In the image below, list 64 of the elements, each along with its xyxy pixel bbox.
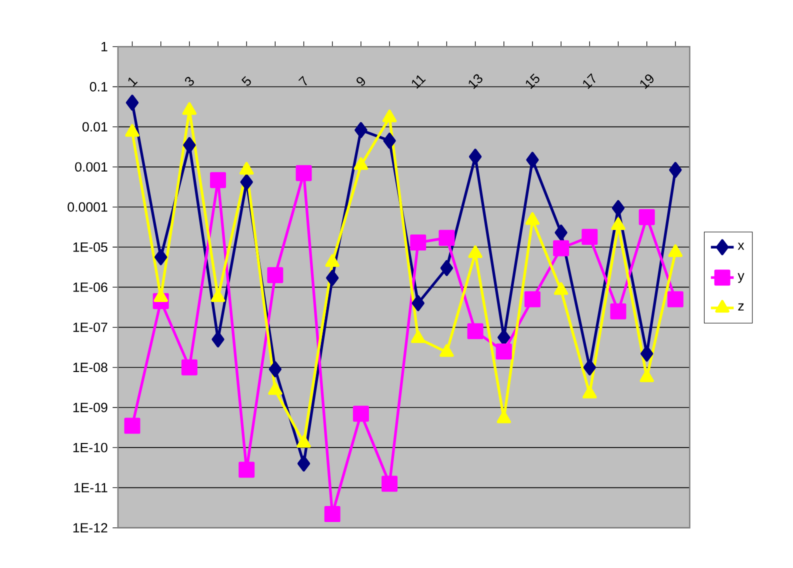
point: [410, 234, 426, 251]
point: [352, 406, 369, 422]
point: [610, 303, 626, 320]
y-tick-label: 1E-09: [73, 402, 108, 412]
y-tick-label: 1E-11: [74, 483, 108, 492]
point: [324, 506, 340, 522]
x-tick-label: 13: [468, 74, 482, 90]
point: [267, 267, 284, 284]
x-tick-label: 17: [583, 73, 596, 90]
y-tick-label: 1E-08: [73, 362, 108, 372]
point: [669, 162, 682, 178]
point: [467, 323, 484, 340]
y-tick-label: 1: [102, 42, 108, 52]
y-tick-label: 0.0001: [68, 202, 108, 212]
point: [554, 224, 568, 241]
point: [354, 122, 368, 138]
y-tick-label: 0.01: [82, 122, 108, 132]
x-tick-label: 7: [298, 76, 307, 86]
point: [468, 148, 482, 165]
point: [496, 344, 512, 360]
x-tick-label: 19: [640, 74, 654, 90]
legend-label: z: [738, 304, 744, 311]
y-tick-label: 0.001: [75, 162, 108, 172]
x-tick-label: 1: [128, 78, 138, 87]
point: [240, 174, 253, 190]
y-tick-label: 0.1: [90, 82, 108, 92]
point: [612, 200, 625, 216]
point: [126, 94, 139, 111]
x-tick-label: 9: [356, 77, 366, 86]
point: [238, 462, 255, 478]
legend-label: y: [738, 273, 744, 283]
y-tick-label: 1E-07: [73, 322, 108, 332]
point: [526, 152, 539, 168]
y-tick-label: 1E-06: [73, 282, 108, 292]
y-tick-label: 1E-05: [73, 242, 108, 252]
point: [268, 361, 282, 378]
legend-label: x: [738, 242, 744, 250]
point: [582, 229, 598, 246]
point: [326, 270, 339, 286]
point: [296, 165, 312, 182]
x-tick-label: 3: [185, 77, 194, 86]
point: [524, 291, 540, 308]
point: [210, 172, 226, 188]
point: [440, 260, 454, 276]
point: [412, 295, 424, 312]
point: [382, 476, 398, 492]
point: [183, 137, 196, 154]
y-tick-label: 1E-12: [73, 523, 108, 533]
point: [212, 332, 224, 348]
point: [553, 240, 570, 256]
point: [383, 132, 396, 149]
point: [667, 291, 684, 308]
point: [181, 360, 198, 376]
point: [124, 418, 140, 434]
point: [583, 360, 596, 376]
point: [438, 230, 455, 246]
point: [297, 456, 310, 472]
x-tick-label: 15: [526, 74, 540, 90]
x-tick-label: 11: [412, 75, 426, 89]
point: [640, 346, 654, 362]
point: [154, 249, 168, 266]
y-tick-label: 1E-10: [73, 442, 108, 452]
point: [638, 209, 655, 226]
x-tick-label: 5: [241, 76, 251, 86]
